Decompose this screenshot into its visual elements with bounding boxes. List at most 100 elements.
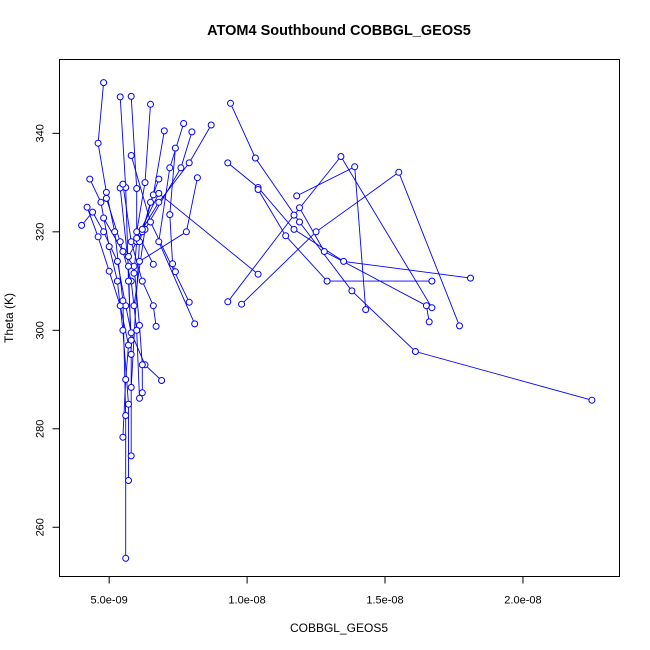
- data-point: [351, 163, 359, 171]
- data-point: [395, 168, 403, 176]
- y-tick-label: 260: [35, 518, 47, 536]
- data-point: [467, 274, 474, 282]
- data-point: [238, 300, 246, 308]
- chart-title: ATOM4 Southbound COBBGL_GEOS5: [207, 23, 471, 39]
- data-point: [166, 164, 174, 172]
- data-point: [125, 262, 132, 270]
- y-tick-label: 320: [35, 223, 47, 241]
- data-point: [166, 211, 174, 219]
- y-tick-label: 340: [35, 124, 47, 142]
- data-point: [105, 243, 113, 251]
- series-line-17: [133, 131, 193, 306]
- axes: 5.0e-09 1.0e-08 1.5e-08 2.0e-08 260 280 300 320…: [35, 124, 542, 606]
- data-point: [155, 198, 163, 206]
- data-point: [149, 260, 157, 268]
- data-point: [89, 208, 97, 216]
- data-point: [362, 306, 370, 314]
- data-point: [119, 248, 127, 255]
- data-point: [122, 376, 130, 383]
- data-point: [86, 175, 94, 183]
- data-point: [138, 389, 146, 397]
- data-point: [180, 120, 188, 127]
- data-point: [119, 326, 127, 334]
- data-point: [254, 270, 262, 278]
- data-point: [227, 99, 234, 107]
- data-point: [119, 180, 127, 188]
- series-line-24: [299, 207, 430, 322]
- data-point: [116, 238, 124, 246]
- data-point: [125, 400, 132, 408]
- data-point: [102, 188, 110, 196]
- data-point: [425, 318, 433, 326]
- data-point: [290, 225, 298, 233]
- data-point: [127, 452, 135, 460]
- data-point: [119, 433, 127, 441]
- data-point: [127, 92, 135, 100]
- data-point: [428, 304, 436, 312]
- data-point: [188, 128, 196, 136]
- data-point: [130, 269, 138, 277]
- data-point: [127, 152, 135, 159]
- data-point: [105, 267, 113, 275]
- data-point: [133, 326, 141, 334]
- x-tick-label: 5.0e-09: [90, 595, 127, 607]
- y-tick-label: 300: [35, 321, 47, 339]
- data-point: [411, 348, 419, 355]
- data-point: [138, 361, 146, 369]
- y-tick-label: 280: [35, 420, 47, 438]
- data-point: [147, 198, 154, 206]
- data-point: [127, 329, 135, 337]
- data-point: [155, 175, 163, 183]
- data-point: [94, 233, 102, 241]
- data-point: [113, 277, 121, 285]
- series-line-12: [136, 104, 154, 265]
- series-line-26: [241, 171, 460, 327]
- data-point: [224, 298, 232, 306]
- data-point: [125, 477, 132, 484]
- data-point: [116, 93, 124, 101]
- data-point: [141, 179, 149, 187]
- series-line-25: [227, 155, 433, 308]
- data-point: [138, 225, 146, 233]
- data-point: [138, 277, 146, 285]
- data-point: [127, 336, 135, 344]
- data-point: [100, 228, 108, 236]
- data-point: [136, 394, 143, 402]
- data-point: [340, 257, 348, 265]
- data-point: [102, 194, 110, 202]
- data-point: [323, 277, 331, 285]
- data-point: [185, 159, 193, 167]
- data-point: [193, 174, 201, 182]
- data-point: [155, 189, 163, 197]
- x-axis-label: COBBGL_GEOS5: [290, 621, 388, 635]
- data-point: [320, 248, 328, 255]
- data-point: [191, 320, 199, 328]
- data-point: [428, 277, 436, 285]
- data-point: [133, 234, 141, 242]
- data-point: [130, 302, 138, 310]
- data-point: [119, 297, 127, 305]
- data-point: [185, 298, 193, 306]
- plot-area: [78, 79, 596, 562]
- data-point: [296, 204, 303, 212]
- data-point: [456, 322, 463, 330]
- data-point: [177, 164, 185, 172]
- data-point: [97, 198, 105, 206]
- data-point: [125, 277, 132, 285]
- data-point: [348, 287, 356, 295]
- data-point: [171, 268, 179, 276]
- data-point: [312, 228, 320, 236]
- data-point: [125, 253, 132, 260]
- data-point: [293, 192, 301, 200]
- data-point: [296, 218, 303, 226]
- data-point: [149, 302, 157, 310]
- x-tick-label: 1.5e-08: [366, 595, 403, 607]
- data-point: [122, 412, 130, 419]
- x-tick-label: 2.0e-08: [504, 595, 541, 607]
- data-point: [160, 127, 168, 135]
- data-point: [251, 154, 259, 162]
- data-point: [83, 203, 91, 211]
- data-point: [337, 153, 345, 160]
- data-point: [94, 139, 102, 147]
